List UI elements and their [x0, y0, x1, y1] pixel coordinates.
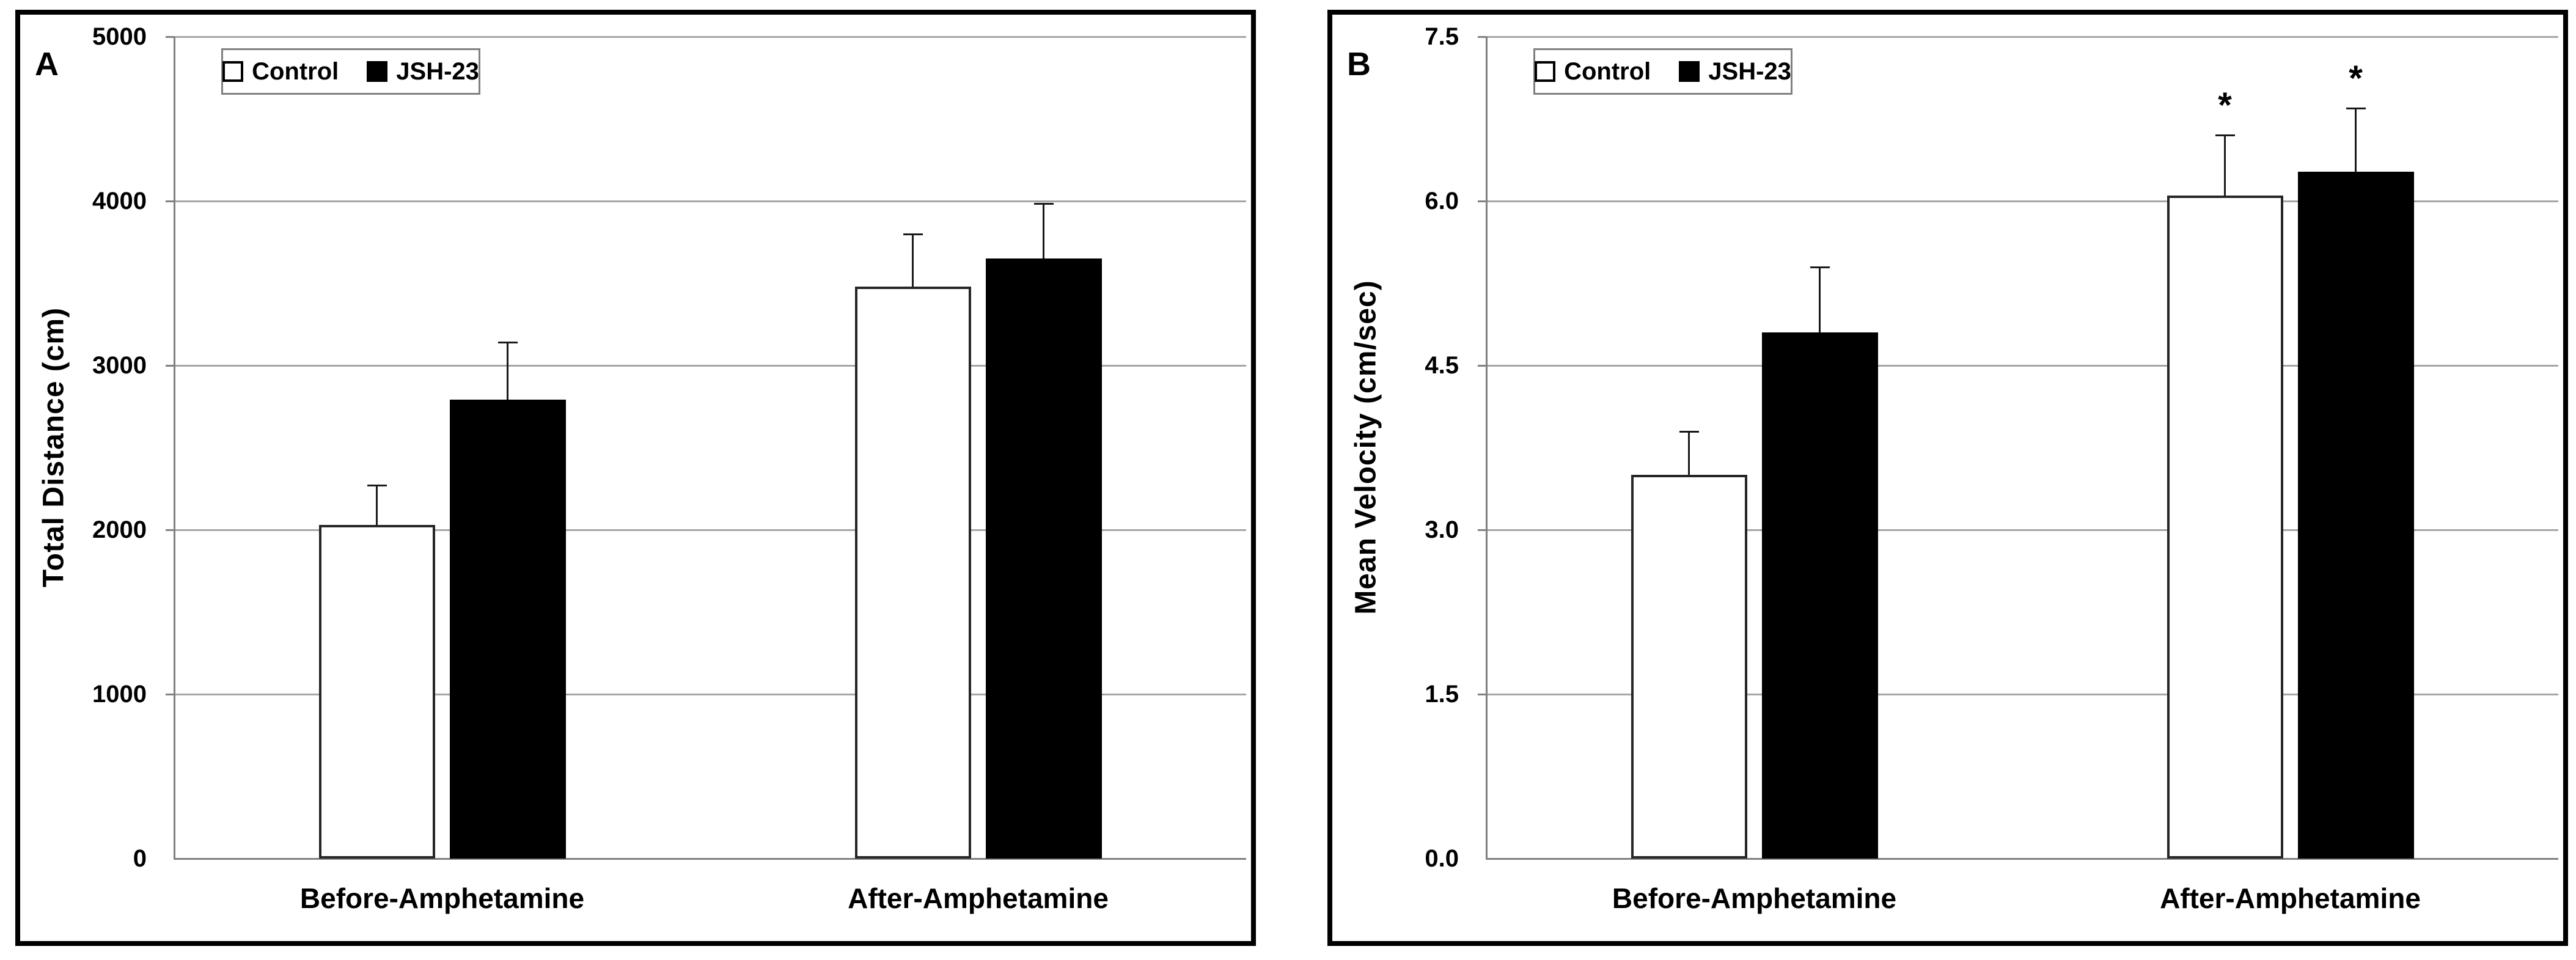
bar-jsh-23-before [449, 400, 566, 859]
y-tick-label-4.5: 4.5 [1425, 352, 1459, 379]
y-axis-line [1486, 37, 1488, 860]
gridline-7.5 [1486, 36, 2558, 38]
gridline-3.0 [1486, 529, 2558, 531]
y-tick-label-5000: 5000 [92, 23, 147, 50]
gridline-5000 [174, 36, 1246, 38]
gridline-1000 [174, 694, 1246, 695]
panel-b-label: B [1347, 46, 1371, 82]
y-tick-mark-4.5 [1478, 365, 1486, 367]
bar-jsh-23-after [985, 258, 1102, 859]
panel-a-y-axis-title: Total Distance (cm) [37, 307, 70, 588]
gridline-6.0 [1486, 200, 2558, 202]
error-bar-cap [1810, 266, 1830, 268]
x-axis-line [174, 858, 1246, 860]
error-bar-whisker [1819, 266, 1821, 333]
legend-swatch-control-icon [1535, 61, 1556, 82]
legend-label-jsh-23: JSH-23 [396, 57, 479, 85]
y-tick-mark-3.0 [1478, 529, 1486, 531]
error-bar-whisker [376, 485, 378, 525]
y-tick-label-6.0: 6.0 [1425, 188, 1459, 214]
legend-swatch-control-icon [222, 61, 244, 82]
x-category-label-after: After-Amphetamine [2160, 882, 2421, 914]
y-tick-label-1.5: 1.5 [1425, 681, 1459, 708]
legend-swatch-jsh-23-icon [1679, 61, 1700, 82]
legend-label-control: Control [1564, 57, 1651, 85]
y-tick-mark-1000 [166, 694, 174, 695]
error-bar-cap [1679, 430, 1699, 433]
legend-label-jsh-23: JSH-23 [1708, 57, 1791, 85]
legend-swatch-jsh-23-icon [367, 61, 388, 82]
y-tick-label-0.0: 0.0 [1425, 845, 1459, 872]
bar-jsh-23-before [1761, 332, 1878, 859]
error-bar-cap [1033, 203, 1054, 205]
x-category-label-after: After-Amphetamine [848, 882, 1109, 914]
error-bar-cap [2215, 134, 2235, 137]
gridline-4.5 [1486, 365, 2558, 367]
legend-label-control: Control [252, 57, 339, 85]
y-tick-label-3000: 3000 [92, 352, 147, 379]
legend-item-control: Control [1535, 58, 1651, 86]
bar-control-before [318, 524, 435, 859]
error-bar-cap [2346, 107, 2366, 109]
y-tick-mark-6.0 [1478, 200, 1486, 202]
error-bar-whisker [912, 233, 914, 287]
y-tick-mark-4000 [166, 200, 174, 202]
legend-item-jsh-23: JSH-23 [1679, 58, 1791, 86]
bar-control-after [854, 286, 971, 859]
significance-asterisk: * [2349, 58, 2363, 98]
legend-item-jsh-23: JSH-23 [367, 58, 479, 86]
error-bar-cap [497, 342, 518, 344]
y-tick-mark-5000 [166, 36, 174, 38]
y-tick-label-3.0: 3.0 [1425, 516, 1459, 543]
bar-jsh-23-after [2297, 171, 2414, 859]
panel-a-legend: Control JSH-23 [221, 48, 480, 95]
y-tick-mark-7.5 [1478, 36, 1486, 38]
y-tick-label-7.5: 7.5 [1425, 23, 1459, 50]
error-bar-whisker [2355, 108, 2357, 172]
error-bar-whisker [1688, 431, 1690, 475]
bar-control-before [1631, 475, 1747, 859]
panel-a: A Total Distance (cm) Control JSH-23 0 100… [15, 10, 1256, 946]
panel-b-legend: Control JSH-23 [1533, 48, 1793, 95]
error-bar-whisker [507, 342, 508, 400]
gridline-3000 [174, 365, 1246, 367]
y-tick-mark-1.5 [1478, 694, 1486, 695]
y-axis-line [174, 37, 175, 860]
x-category-label-before: Before-Amphetamine [299, 882, 585, 914]
panel-a-label: A [35, 46, 59, 82]
panel-b-y-axis-title: Mean Velocity (cm/sec) [1349, 280, 1382, 615]
y-tick-label-1000: 1000 [92, 681, 147, 708]
y-tick-mark-2000 [166, 529, 174, 531]
error-bar-whisker [1043, 203, 1044, 259]
y-tick-label-4000: 4000 [92, 188, 147, 214]
x-category-label-before: Before-Amphetamine [1612, 882, 1897, 914]
legend-item-control: Control [222, 58, 339, 86]
y-tick-label-2000: 2000 [92, 516, 147, 543]
gridline-4000 [174, 200, 1246, 202]
significance-asterisk: * [2218, 86, 2232, 126]
error-bar-whisker [2224, 135, 2226, 196]
y-tick-label-0: 0 [133, 845, 147, 872]
panel-b: B Mean Velocity (cm/sec) Control JSH-23 0… [1327, 10, 2568, 946]
bar-control-after [2167, 196, 2283, 859]
gridline-2000 [174, 529, 1246, 531]
y-tick-mark-3000 [166, 365, 174, 367]
gridline-1.5 [1486, 694, 2558, 695]
error-bar-cap [367, 485, 387, 487]
x-axis-line [1486, 858, 2558, 860]
error-bar-cap [903, 233, 923, 235]
